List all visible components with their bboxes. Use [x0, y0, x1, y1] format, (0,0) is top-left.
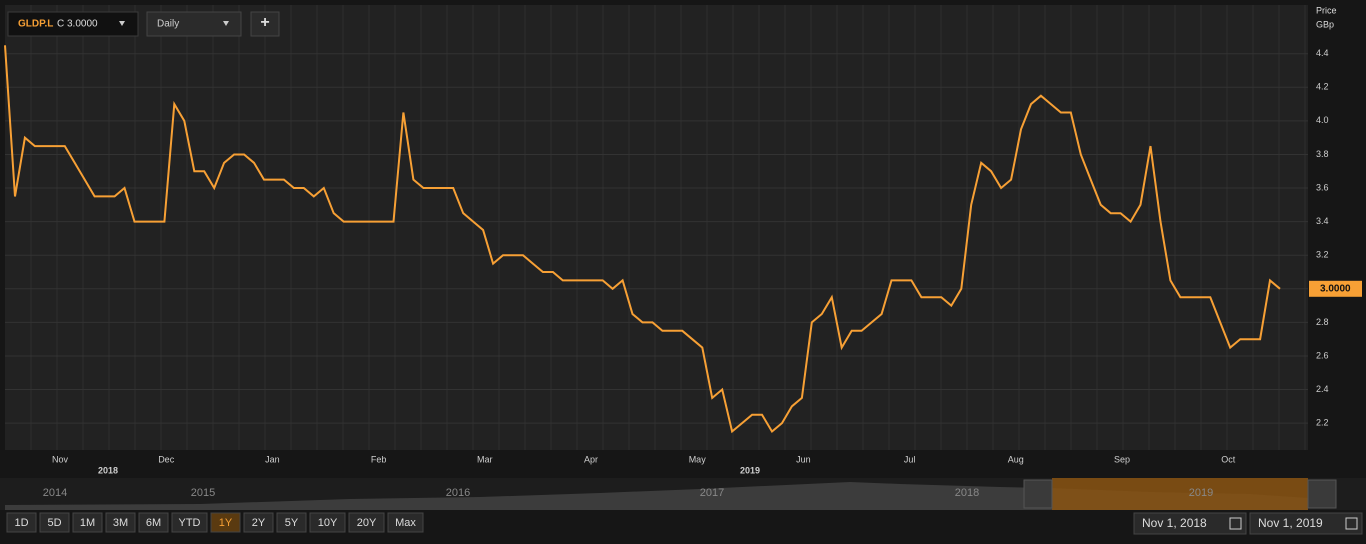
calendar-icon[interactable] — [1229, 517, 1242, 530]
range-button-label: YTD — [179, 517, 201, 529]
navigator-years: 2014 2015 2016 2017 2018 2019 — [43, 487, 1213, 499]
x-tick-label: Jun — [796, 454, 811, 464]
navigator-year: 2015 — [191, 487, 215, 499]
navigator-selection[interactable] — [1052, 478, 1308, 510]
range-button[interactable] — [6, 512, 37, 533]
interval: Daily — [157, 19, 179, 30]
y-tick-label: 2.2 — [1316, 418, 1329, 428]
date-field[interactable] — [1133, 512, 1247, 535]
navigator-year: 2017 — [700, 487, 724, 499]
y-tick-label: 4.4 — [1316, 48, 1329, 58]
symbol: GLDP.L — [18, 19, 53, 30]
range-button-label: 1M — [80, 517, 95, 529]
y-tick-label: 2.8 — [1316, 317, 1329, 327]
y-tick-label: 3.2 — [1316, 250, 1329, 260]
y-tick-label: 3.4 — [1316, 216, 1329, 226]
range-buttons: 1D 5D 1M 3M 6M YTD 1Y 2Y 5Y 10Y 20Y Max Nov 1, 2018 N… — [6, 512, 1363, 535]
x-year-label: 2018 — [98, 465, 118, 475]
x-tick-label: Aug — [1008, 454, 1024, 464]
range-button[interactable] — [243, 512, 274, 533]
y-tick-label: 2.6 — [1316, 350, 1329, 360]
range-button-label: 5Y — [285, 517, 299, 529]
add-button[interactable] — [250, 11, 280, 37]
date-field[interactable] — [1249, 512, 1363, 535]
range-button-label: 1D — [14, 517, 28, 529]
x-tick-label: Nov — [52, 454, 69, 464]
range-button-label: 10Y — [318, 517, 338, 529]
symbol-box[interactable]: GLDP.L C 3.0000 — [7, 11, 139, 37]
date-value: Nov 1, 2019 — [1258, 516, 1323, 530]
range-button[interactable] — [387, 512, 424, 533]
y-tick-label: 4.2 — [1316, 82, 1329, 92]
price-marker — [1309, 280, 1362, 297]
range-button[interactable] — [39, 512, 70, 533]
x-tick-label: Dec — [158, 454, 175, 464]
symbol-field[interactable] — [7, 11, 139, 37]
date-value: Nov 1, 2018 — [1142, 516, 1207, 530]
quote: C 3.0000 — [57, 19, 98, 30]
axis-title: Price — [1316, 5, 1337, 15]
range-button[interactable] — [309, 512, 346, 533]
range-button-label: Max — [395, 517, 416, 529]
x-tick-label: Apr — [584, 454, 598, 464]
x-tick-label: Sep — [1114, 454, 1130, 464]
y-tick-label: 3.8 — [1316, 149, 1329, 159]
navigator-year: 2018 — [955, 487, 979, 499]
range-button[interactable] — [171, 512, 208, 533]
navigator-year: 2014 — [43, 487, 67, 499]
x-tick-label: Mar — [477, 454, 493, 464]
x-tick-label: Jan — [265, 454, 280, 464]
x-tick-label: Feb — [371, 454, 387, 464]
range-button[interactable] — [138, 512, 169, 533]
dropdown-arrow — [223, 21, 229, 26]
grid — [5, 5, 1308, 450]
x-tick-label: Oct — [1221, 454, 1236, 464]
y-tick-label: 2.4 — [1316, 384, 1329, 394]
range-button-label: 2Y — [252, 517, 266, 529]
add-label: + — [260, 14, 269, 31]
range-button-label: 20Y — [357, 517, 377, 529]
navigator-year: 2019 — [1189, 487, 1213, 499]
plot-area — [5, 5, 1308, 450]
interval-box[interactable]: Daily — [146, 11, 242, 37]
calendar-icon[interactable] — [1345, 517, 1358, 530]
range-button[interactable] — [72, 512, 103, 533]
navigator-history — [5, 482, 1308, 510]
range-button[interactable] — [210, 512, 241, 533]
x-year-label: 2019 — [740, 465, 760, 475]
range-button-label: 5D — [47, 517, 61, 529]
range-button[interactable] — [105, 512, 136, 533]
x-tick-label: May — [689, 454, 707, 464]
axis-unit: GBp — [1316, 19, 1334, 29]
price-line — [4, 45, 1281, 434]
price-marker-label: 3.0000 — [1320, 283, 1351, 294]
navigator-year: 2016 — [446, 487, 470, 499]
y-tick-label: 4.0 — [1316, 115, 1329, 125]
range-button[interactable] — [348, 512, 385, 533]
range-button[interactable] — [276, 512, 307, 533]
navigator-handle[interactable] — [1023, 479, 1053, 509]
range-button-label: 6M — [146, 517, 161, 529]
range-button-label: 1Y — [219, 517, 233, 529]
range-button-label: 3M — [113, 517, 128, 529]
navigator-handle[interactable] — [1307, 479, 1337, 509]
y-tick-label: 3.6 — [1316, 182, 1329, 192]
x-tick-label: Jul — [904, 454, 916, 464]
dropdown-arrow — [119, 21, 125, 26]
